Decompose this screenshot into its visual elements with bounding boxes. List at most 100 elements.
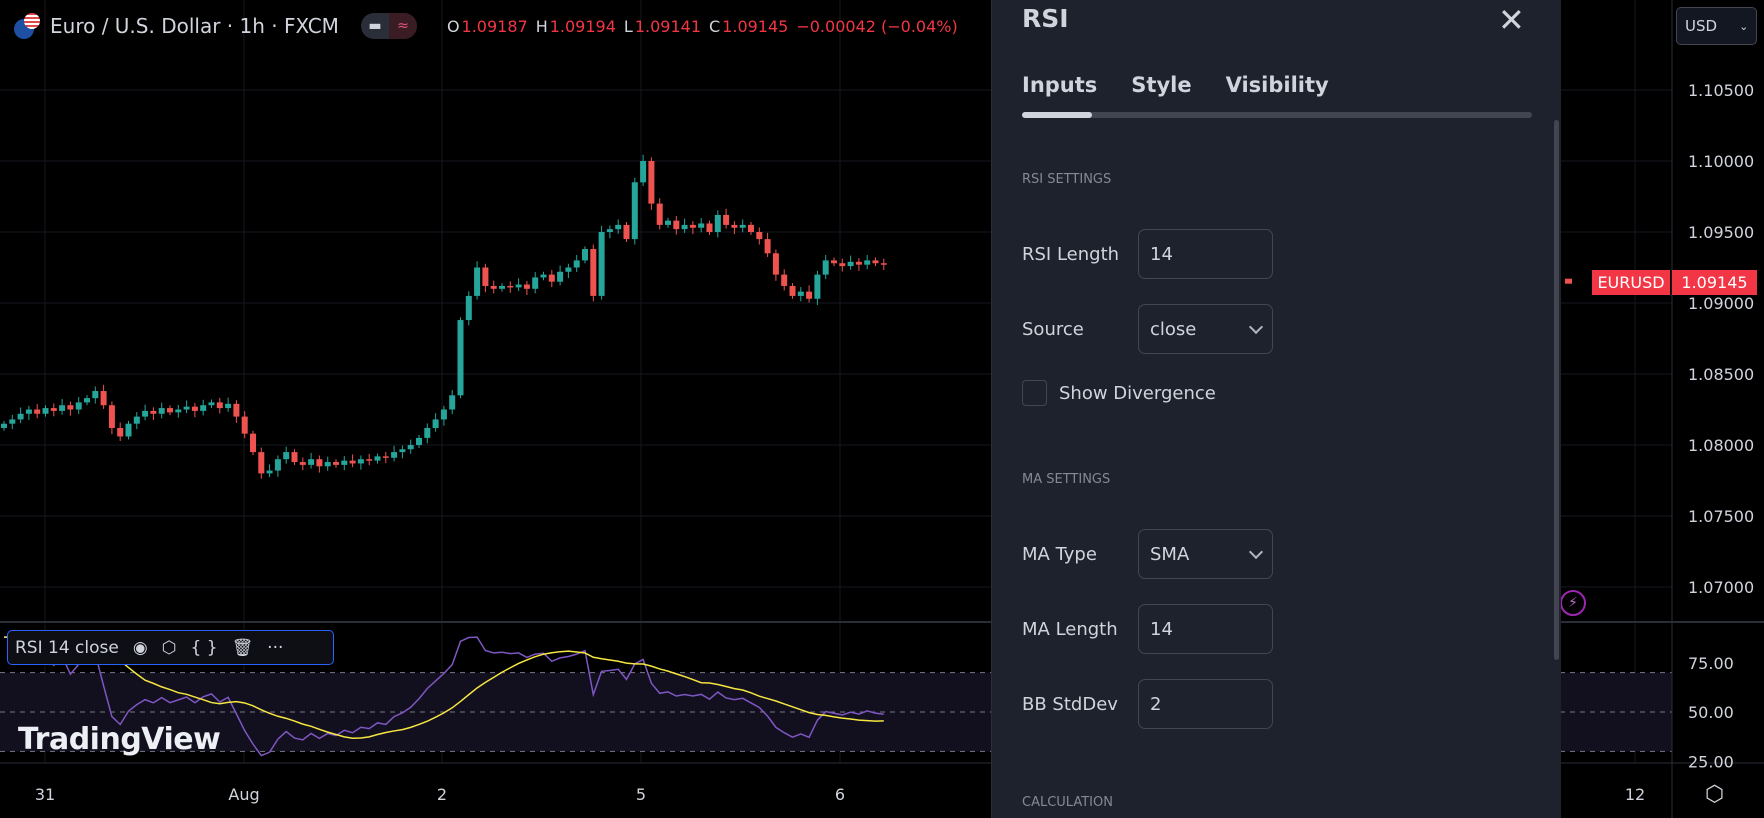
candle-body [606,229,613,232]
candle-body [333,462,339,465]
candle-body [100,391,107,406]
low-label: L [623,16,633,36]
candle-body [34,409,41,414]
lightning-icon[interactable]: ⚡ [1560,590,1586,616]
candle-body [665,220,671,225]
section-ma-settings: MA SETTINGS [1022,472,1111,487]
candle-body [490,285,497,289]
ma-length-value: 14 [1150,618,1173,640]
rsi-settings-dialog: RSI ✕ Inputs Style Visibility RSI SETTIN… [991,0,1561,818]
price-tick-label: 1.10500 [1688,81,1754,100]
candle-body [523,284,530,289]
price-tick-label: 1.08500 [1688,365,1754,384]
eye-icon[interactable]: ◉ [132,637,148,658]
tab-indicator [1022,112,1532,118]
candle-body [806,291,813,299]
tab-style[interactable]: Style [1131,73,1192,97]
candle-body [457,320,464,396]
candle-body [582,249,588,261]
candle-body [872,260,879,264]
price-tick-label: 1.09000 [1688,294,1754,313]
tab-inputs[interactable]: Inputs [1022,73,1098,97]
price-tick-label: 1.09500 [1688,223,1754,242]
time-tick-label: 6 [835,785,845,804]
candle-body [839,263,846,267]
candle-body [308,459,315,465]
candle-body [258,452,265,474]
candle-body [250,433,256,453]
symbol-price-tag: EURUSD [1592,270,1670,295]
candle-body [432,419,439,428]
close-icon[interactable]: ✕ [1498,1,1525,39]
candle-body [17,413,24,420]
candle-body [656,203,663,225]
time-tick-label: 12 [1625,785,1645,804]
chevron-down-icon: ⌄ [1739,19,1749,33]
chevron-down-icon [1248,544,1264,559]
candle-body [706,223,713,232]
candle-body [714,214,721,232]
source-select[interactable]: close [1138,304,1273,354]
more-icon[interactable]: ··· [267,637,284,658]
candle-body [324,462,331,467]
candle-body [92,391,99,399]
currency-select[interactable]: USD ⌄ [1676,7,1757,45]
candle-body [133,416,140,424]
tab-visibility[interactable]: Visibility [1225,73,1329,97]
candle-body [507,285,514,288]
candle-body [1565,278,1572,284]
candle-body [84,398,90,403]
candle-body [681,224,688,230]
source-code-icon[interactable]: { } [190,637,218,658]
candle-body [266,470,273,474]
market-status-pill[interactable]: ▬ ≈ [360,13,417,39]
candle-body [357,459,364,464]
rsi-length-input[interactable]: 14 [1138,229,1273,279]
candle-body [573,260,580,268]
currency-value: USD [1685,17,1718,35]
candle-body [424,427,431,438]
candle-body [407,445,414,450]
dialog-title: RSI [1022,4,1069,33]
checkbox-icon[interactable] [1022,380,1047,406]
candle-body [391,452,398,458]
price-tick-label: 1.07000 [1688,578,1754,597]
ma-length-input[interactable]: 14 [1138,604,1273,654]
candle-body [880,263,887,265]
candle-body [59,405,66,411]
candle-body [640,161,647,183]
chevron-down-icon [1248,319,1264,334]
bb-stddev-label: BB StdDev [1022,693,1118,715]
candle-body [167,408,173,413]
candle-body [150,410,157,414]
rsi-tick-label: 50.00 [1688,703,1734,722]
rsi-legend[interactable]: RSI 14 close ◉ ⬡ { } 🗑 ··· [7,630,334,665]
last-price-tag: 1.09145 [1672,270,1757,295]
section-rsi-settings: RSI SETTINGS [1022,172,1112,187]
low-value: 1.09141 [634,16,701,36]
trash-icon[interactable]: 🗑 [231,637,254,658]
show-divergence-label: Show Divergence [1059,382,1216,404]
time-tick-label: Aug [228,785,259,804]
candle-body [67,405,74,410]
candle-body [822,260,829,275]
price-tick-label: 1.08000 [1688,436,1754,455]
ma-length-label: MA Length [1022,618,1118,640]
chart-settings-icon[interactable]: ⬡ [1705,782,1725,807]
candle-body [142,410,149,417]
candle-body [499,285,505,289]
candle-body [75,402,82,410]
candle-body [191,406,198,411]
ma-type-select[interactable]: SMA [1138,529,1273,579]
candle-body [341,460,348,465]
candle-body [274,459,281,471]
candle-body [814,274,821,299]
symbol-title[interactable]: Euro / U.S. Dollar · 1h · FXCM [50,14,339,38]
rsi-line [4,636,884,757]
settings-icon[interactable]: ⬡ [161,637,177,658]
bb-stddev-input[interactable]: 2 [1138,679,1273,729]
candle-body [772,253,779,275]
show-divergence-checkbox[interactable]: Show Divergence [1022,380,1216,406]
tradingview-logo[interactable]: TradingView [18,722,221,757]
dialog-scrollbar[interactable] [1554,120,1559,660]
